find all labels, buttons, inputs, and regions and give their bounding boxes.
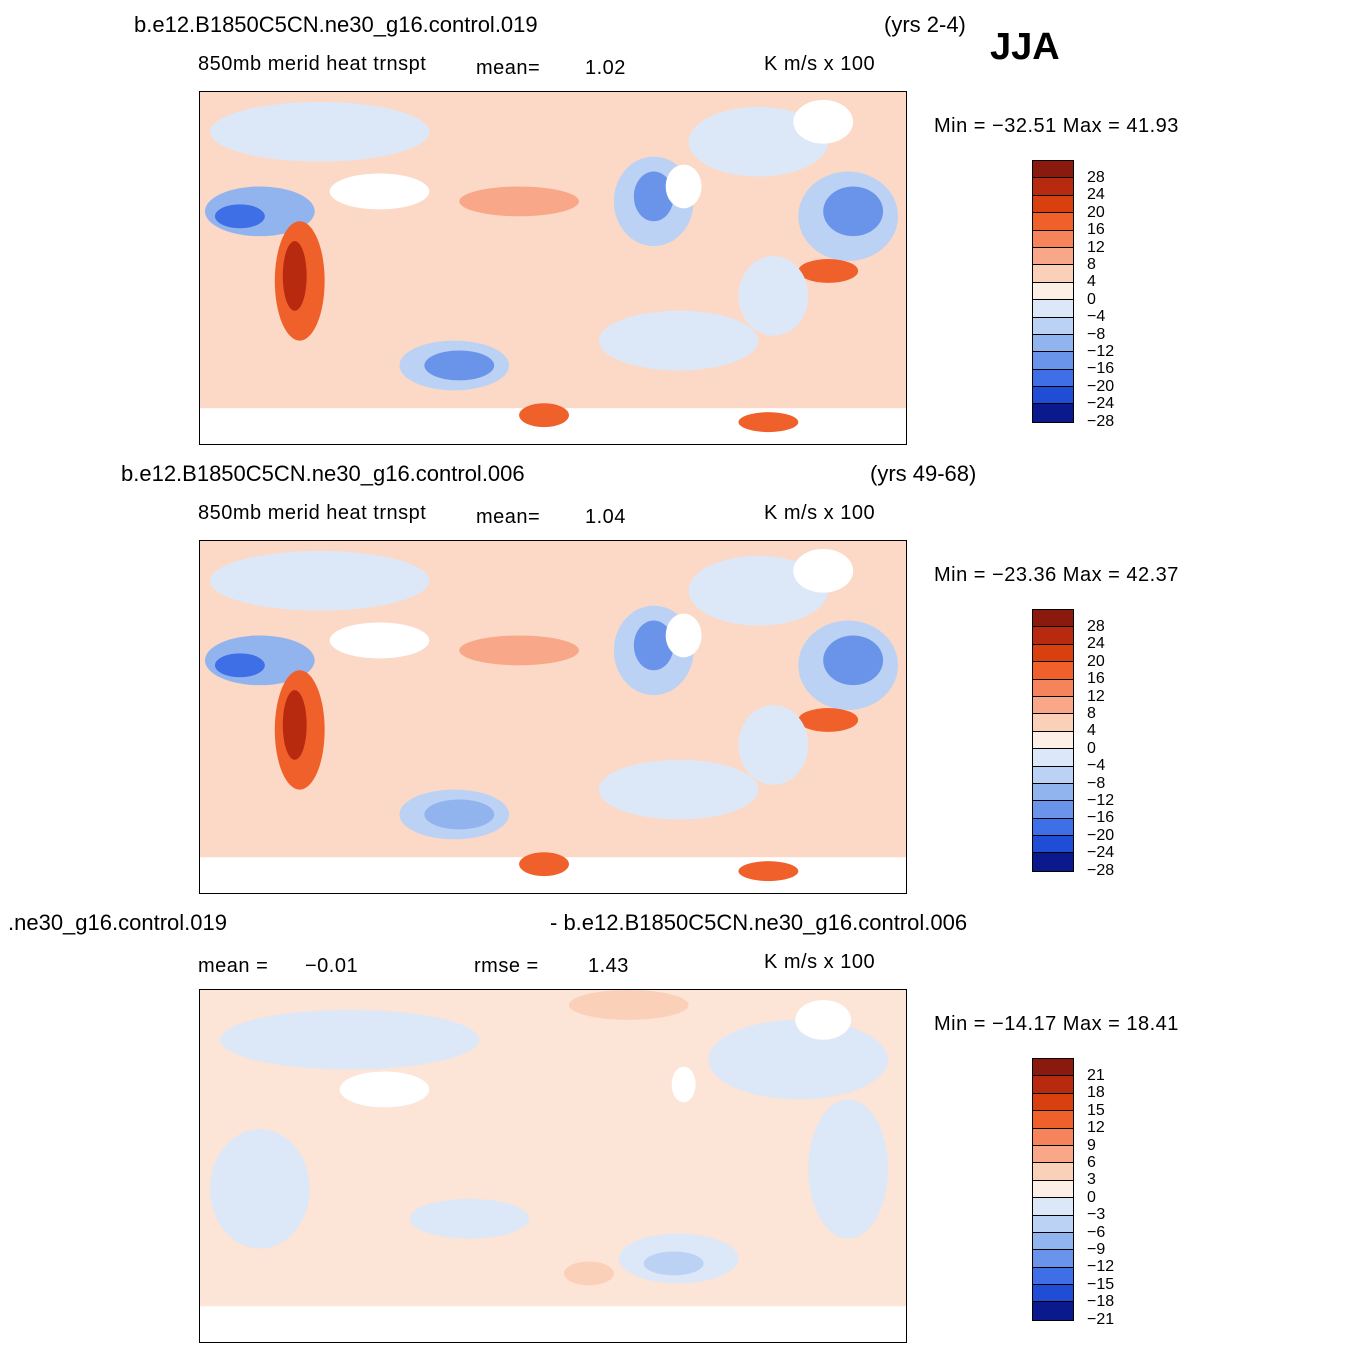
cbar-label: −20 (1087, 827, 1115, 844)
panel2-mean-label: mean= (476, 506, 541, 528)
cbar-label: 4 (1087, 722, 1096, 739)
cbar-label: 12 (1087, 239, 1105, 256)
panel2-map (199, 540, 907, 894)
cbar-label: −8 (1087, 326, 1106, 343)
cbar-label: −8 (1087, 775, 1106, 792)
cbar-label: 12 (1087, 1119, 1105, 1136)
panel2-units: K m/s x 100 (764, 502, 876, 524)
cbar-label: −24 (1087, 395, 1115, 412)
panel3-rmse-label: rmse = (474, 955, 539, 977)
panel2-minmax: Min = −23.36 Max = 42.37 (934, 564, 1179, 586)
cbar-label: −12 (1087, 1258, 1115, 1275)
panel1-map (199, 91, 907, 445)
cbar-label: −12 (1087, 343, 1115, 360)
cbar-label: −9 (1087, 1241, 1106, 1258)
panel2-years: (yrs 49-68) (870, 461, 977, 486)
cbar-label: −3 (1087, 1206, 1106, 1223)
panel3-units: K m/s x 100 (764, 951, 876, 973)
cbar-label: −28 (1087, 413, 1115, 430)
cbar-label: 0 (1087, 740, 1096, 757)
panel3-rmse-value: 1.43 (588, 955, 629, 977)
cbar-label: −28 (1087, 862, 1115, 879)
cbar-label: 16 (1087, 670, 1105, 687)
cbar-label: 28 (1087, 169, 1105, 186)
cbar-label: 6 (1087, 1154, 1096, 1171)
panel1-variable: 850mb merid heat trnspt (198, 53, 427, 75)
panel1-units: K m/s x 100 (764, 53, 876, 75)
panel2-case-title: b.e12.B1850C5CN.ne30_g16.control.006 (121, 461, 525, 486)
cbar-label: 20 (1087, 204, 1105, 221)
cbar-label: 4 (1087, 273, 1096, 290)
panel3-mean-label: mean = (198, 955, 269, 977)
cbar-label: 8 (1087, 256, 1096, 273)
cbar-label: −6 (1087, 1224, 1106, 1241)
panel3-minmax: Min = −14.17 Max = 18.41 (934, 1013, 1179, 1035)
panel1-minmax: Min = −32.51 Max = 41.93 (934, 115, 1179, 137)
cbar-label: −4 (1087, 757, 1106, 774)
cbar-label: −16 (1087, 809, 1115, 826)
cbar-label: 20 (1087, 653, 1105, 670)
cbar-label: −21 (1087, 1311, 1115, 1328)
panel3-map (199, 989, 907, 1343)
panel1-mean-label: mean= (476, 57, 541, 79)
cbar-label: −20 (1087, 378, 1115, 395)
cbar-label: −12 (1087, 792, 1115, 809)
cbar-label: 18 (1087, 1084, 1105, 1101)
cbar-label: 16 (1087, 221, 1105, 238)
panel1-mean-value: 1.02 (585, 57, 626, 79)
cbar-label: −16 (1087, 360, 1115, 377)
panel3-mean-value: −0.01 (305, 955, 359, 977)
season-label: JJA (990, 26, 1060, 68)
cbar-label: 0 (1087, 291, 1096, 308)
cbar-label: −15 (1087, 1276, 1115, 1293)
cbar-label: −18 (1087, 1293, 1115, 1310)
cbar-label: 12 (1087, 688, 1105, 705)
cbar-label: −24 (1087, 844, 1115, 861)
cbar-label: 24 (1087, 186, 1105, 203)
cbar-label: 21 (1087, 1067, 1105, 1084)
cbar-label: −4 (1087, 308, 1106, 325)
cbar-label: 9 (1087, 1137, 1096, 1154)
cbar-label: 15 (1087, 1102, 1105, 1119)
cbar-label: 8 (1087, 705, 1096, 722)
panel1-colorbar (1032, 160, 1074, 423)
panel2-mean-value: 1.04 (585, 506, 626, 528)
panel1-years: (yrs 2-4) (884, 12, 966, 37)
panel3-colorbar (1032, 1058, 1074, 1321)
panel2-variable: 850mb merid heat trnspt (198, 502, 427, 524)
cbar-label: 24 (1087, 635, 1105, 652)
panel3-case-right: - b.e12.B1850C5CN.ne30_g16.control.006 (550, 910, 968, 935)
cbar-label: 28 (1087, 618, 1105, 635)
cbar-label: 0 (1087, 1189, 1096, 1206)
panel1-case-title: b.e12.B1850C5CN.ne30_g16.control.019 (134, 12, 538, 37)
cbar-label: 3 (1087, 1171, 1096, 1188)
panel2-colorbar (1032, 609, 1074, 872)
panel3-case-left: .ne30_g16.control.019 (8, 910, 227, 935)
